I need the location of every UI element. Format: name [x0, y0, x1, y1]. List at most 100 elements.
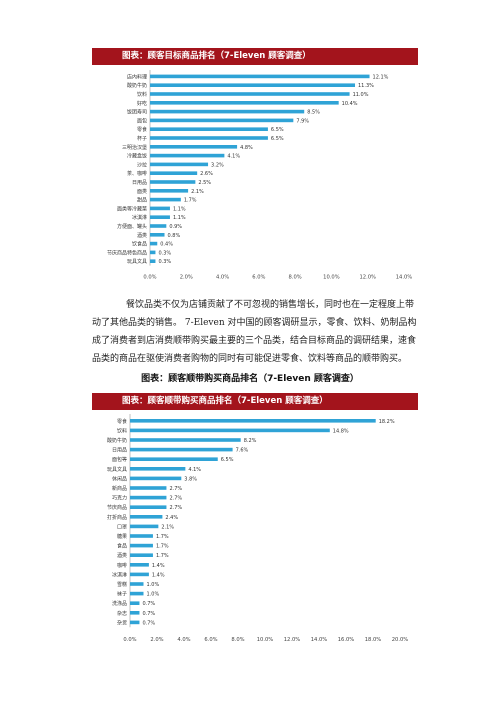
x-tick-label: 6.0%	[204, 637, 217, 643]
bar	[150, 241, 158, 246]
x-tick-label: 12.0%	[284, 637, 301, 643]
bar	[130, 457, 218, 461]
chart-title: 图表：顾客目标商品排名（7-Eleven 顾客调查）	[92, 48, 418, 65]
bar	[130, 467, 186, 471]
category-label: 冰淇淋	[132, 214, 147, 221]
value-label: 1.4%	[152, 572, 165, 578]
category-label: 酸奶牛奶	[107, 437, 127, 444]
bar	[150, 109, 305, 114]
chart-target-goods: 图表：顾客目标商品排名（7-Eleven 顾客调查） 店内料理 12.1% 酸奶牛奶…	[92, 48, 418, 293]
value-label: 1.0%	[147, 592, 160, 598]
value-label: 1.1%	[173, 215, 186, 221]
value-label: 7.6%	[236, 448, 249, 454]
value-label: 2.7%	[169, 505, 182, 511]
value-label: 0.8%	[168, 233, 181, 239]
category-label: 糖果	[117, 533, 127, 540]
bar	[130, 553, 153, 557]
value-label: 2.7%	[169, 486, 182, 492]
category-label: 新商品	[112, 485, 127, 492]
value-label: 0.7%	[142, 620, 155, 626]
value-label: 7.9%	[296, 118, 309, 124]
category-label: 巧克力	[112, 495, 127, 502]
bar	[150, 136, 268, 140]
x-tick-label: 0.0%	[143, 275, 156, 281]
category-label: 节庆商品特色商品	[107, 249, 147, 256]
value-label: 2.4%	[165, 515, 178, 521]
value-label: 4.1%	[227, 154, 240, 160]
value-label: 1.7%	[156, 544, 169, 550]
value-label: 4.8%	[240, 145, 253, 151]
bar	[130, 447, 233, 452]
value-label: 14.8%	[333, 428, 349, 434]
x-tick-label: 6.0%	[252, 275, 265, 281]
category-label: 方便面、罐头	[117, 223, 147, 230]
chart-caption: 图表：顾客顺带购买商品排名（7-Eleven 顾客调查）	[141, 374, 359, 384]
value-label: 11.3%	[358, 83, 374, 89]
category-label: 甜品	[137, 197, 147, 204]
value-label: 12.1%	[373, 74, 389, 80]
value-label: 2.5%	[198, 180, 211, 186]
category-label: 饮料	[117, 427, 127, 434]
category-label: 饮食品	[132, 241, 147, 248]
category-label: 零食	[137, 126, 147, 133]
x-tick-label: 8.0%	[231, 637, 244, 643]
chart-add-on-goods: 图表：顾客顺带购买商品排名（7-Eleven 顾客调查） 零食 18.2% 饮料 14…	[92, 393, 418, 660]
bar	[150, 101, 339, 105]
value-label: 10.4%	[342, 101, 358, 107]
value-label: 2.6%	[200, 171, 213, 177]
bar	[130, 419, 376, 423]
category-label: 饭团寿司	[127, 109, 147, 116]
bar	[130, 601, 140, 605]
bar	[150, 145, 238, 149]
bar	[150, 206, 170, 211]
bar	[130, 524, 159, 529]
bar	[150, 215, 170, 219]
value-label: 1.4%	[152, 563, 165, 569]
value-label: 18.2%	[379, 419, 395, 425]
value-label: 3.2%	[211, 162, 224, 168]
category-label: 日用品	[132, 180, 147, 186]
category-label: 节庆商品	[107, 504, 127, 511]
bar	[130, 611, 140, 615]
category-label: 咖啡	[117, 562, 127, 569]
bar	[150, 180, 196, 184]
category-label: 袜子	[117, 591, 127, 598]
bar	[150, 233, 165, 237]
bar	[150, 118, 294, 123]
value-label: 6.5%	[271, 127, 284, 133]
value-label: 3.8%	[184, 476, 197, 482]
category-label: 三明治汉堡	[122, 144, 147, 151]
category-label: 玩具文具	[127, 258, 147, 265]
category-label: 打折商品	[107, 514, 127, 521]
category-label: 雪糕	[117, 581, 127, 588]
category-label: 食品	[117, 543, 127, 550]
x-tick-label: 4.0%	[216, 275, 229, 281]
category-label: 酒类	[137, 232, 147, 239]
bar	[130, 515, 163, 519]
category-label: 沙拉	[137, 161, 147, 168]
value-label: 6.5%	[271, 136, 284, 142]
x-tick-label: 4.0%	[177, 637, 190, 643]
bar	[130, 572, 149, 577]
category-label: 日用品	[112, 448, 127, 454]
value-label: 1.7%	[156, 534, 169, 540]
x-tick-label: 20.0%	[392, 637, 409, 643]
bar-chart: 零食 18.2% 饮料 14.8% 酸奶牛奶 8.2% 日用品 7.6% 面包等 6.5% 玩具文具…	[107, 414, 409, 643]
bar	[130, 620, 140, 625]
bar	[150, 171, 198, 175]
bar	[150, 250, 156, 255]
x-tick-label: 8.0%	[289, 275, 302, 281]
category-label: 面类	[137, 188, 147, 195]
bar-chart: 店内料理 12.1% 酸奶牛奶 11.3% 饮料 11.0% 好吃 10.4% 饭团寿司 8.5%…	[107, 70, 412, 281]
bar	[130, 591, 144, 596]
value-label: 0.7%	[142, 601, 155, 607]
category-label: 洗涤品	[112, 600, 127, 607]
bar	[150, 197, 181, 202]
x-tick-label: 10.0%	[323, 275, 340, 281]
bar	[130, 438, 241, 442]
bar	[150, 127, 268, 131]
x-tick-label: 16.0%	[338, 637, 355, 643]
category-label: 杂货	[117, 619, 127, 626]
value-label: 8.2%	[244, 438, 257, 444]
category-label: 好吃	[137, 100, 147, 107]
